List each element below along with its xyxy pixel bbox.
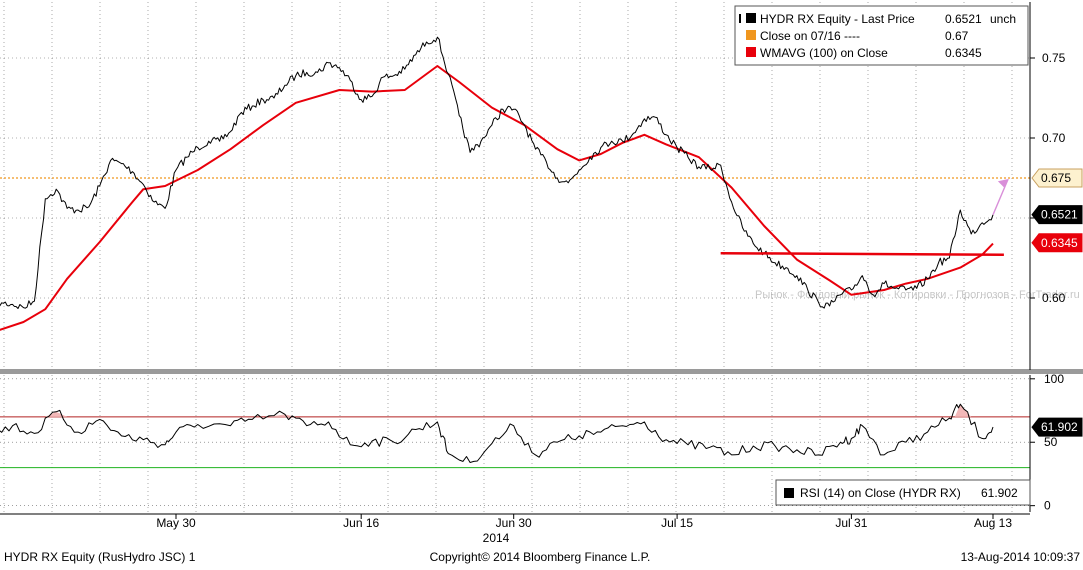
rsi-ytick-label: 100: [1044, 372, 1064, 386]
x-year-label: 2014: [483, 531, 510, 545]
rsi-legend-value: 61.902: [981, 486, 1018, 500]
rsi-ytick-label: 0: [1044, 499, 1051, 513]
rsi-overbought-fill: [268, 414, 296, 417]
close-ref-value-tag: 0.675: [1031, 168, 1083, 188]
watermark-text: Рынок - Фондовый рынок - Котировки - Про…: [755, 289, 1080, 301]
legend-entry-label: WMAVG (100) on Close: [760, 46, 888, 60]
price-ytick-label: 0.70: [1042, 131, 1066, 145]
x-tick-label: Jul 15: [661, 516, 693, 530]
legend-entry-label: HYDR RX Equity - Last Price: [760, 12, 915, 26]
price-series-line: [0, 36, 994, 309]
footer-right: 13-Aug-2014 10:09:37: [961, 550, 1081, 564]
legend-layer: HYDR RX Equity - Last Price 0.6521 unch Clo…: [734, 5, 1031, 506]
projection-arrow-head: [997, 178, 1009, 188]
price-ytick-label: 0.75: [1042, 51, 1066, 65]
rsi-series-line: [0, 403, 994, 463]
wmavg-value-tag: 0.6345: [1031, 233, 1083, 253]
value-tag-shape: [1031, 233, 1083, 253]
series-layer: Рынок - Фондовый рынок - Котировки - Про…: [0, 36, 1080, 469]
price-legend-box: [734, 5, 1029, 66]
legend-swatch-orange: [746, 30, 756, 40]
last-price-value-tag: 0.6521: [1031, 205, 1083, 225]
value-tag-label: 61.902: [1041, 420, 1078, 434]
grid-layer: [0, 2, 1030, 512]
value-tag-shape: [1031, 168, 1083, 188]
legend-swatch-black: [746, 13, 756, 23]
value-tag-shape: [1031, 205, 1083, 225]
axes-layer: 0.60 0.70 0.75 0 50 100 May 30 Jun 16 Jun 30 Jul …: [0, 2, 1083, 545]
footer-left: HYDR RX Equity (RusHydro JSC) 1: [4, 550, 196, 564]
x-tick-label: Jun 16: [343, 516, 379, 530]
rsi-ytick-label: 50: [1044, 435, 1058, 449]
x-tick-label: May 30: [156, 516, 196, 530]
x-tick-label: Jul 31: [835, 516, 867, 530]
value-tag-label: 0.6521: [1041, 208, 1078, 222]
price-ytick-label: 0.60: [1042, 291, 1066, 305]
legend-swatch-red: [746, 47, 756, 57]
rsi-legend-swatch: [784, 488, 794, 498]
legend-entry-extra: unch: [990, 12, 1016, 26]
x-tick-label: Jun 30: [496, 516, 532, 530]
projection-arrow: [992, 179, 1009, 216]
footer-center: Copyright© 2014 Bloomberg Finance L.P.: [430, 550, 651, 564]
legend-entry-value: 0.6521: [945, 12, 982, 26]
rsi-legend-box: [775, 479, 1031, 506]
value-tag-shape: [1031, 417, 1083, 437]
value-tag-label: 0.6345: [1041, 236, 1078, 250]
x-tick-label: Aug 13: [974, 516, 1012, 530]
value-tag-label: 0.675: [1041, 171, 1071, 185]
legend-entry-value: 0.6345: [945, 46, 982, 60]
legend-entry-value: 0.67: [945, 29, 969, 43]
rsi-legend-label: RSI (14) on Close (HYDR RX): [800, 486, 961, 500]
wmavg-series-line: [0, 65, 994, 331]
panel-separator: [0, 369, 1083, 374]
rsi-value-tag: 61.902: [1031, 417, 1083, 437]
support-line: [720, 251, 1004, 257]
legend-entry-label: Close on 07/16 ----: [760, 29, 860, 43]
